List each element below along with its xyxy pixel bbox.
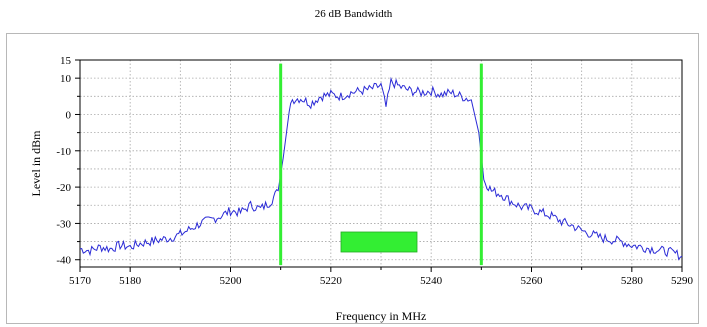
x-tick-label: 5220 — [320, 275, 343, 287]
series-layer — [79, 76, 683, 261]
y-tick-label: 0 — [66, 109, 72, 121]
y-tick-label: 15 — [60, 55, 72, 67]
y-tick-label: 10 — [60, 73, 72, 85]
y-tick-label: -40 — [56, 255, 71, 267]
x-axis-label: Frequency in MHz — [336, 309, 427, 323]
y-axis-label: Level in dBm — [29, 130, 43, 197]
y-tick-label: -30 — [56, 218, 71, 230]
x-tick-label: 5280 — [621, 275, 644, 287]
x-tick-label: 5290 — [671, 275, 694, 287]
marker-layer — [279, 63, 483, 266]
y-tick-label: -20 — [56, 182, 71, 194]
tick-layer: 5170 5180 5200 5220 5240 5260 5280 5290 15 10 0 -10… — [56, 55, 693, 287]
x-tick-label: 5260 — [521, 275, 544, 287]
chart-frame — [6, 33, 699, 324]
chart-title: 26 dB Bandwidth — [314, 8, 393, 20]
y-tick-label: -10 — [56, 146, 71, 158]
series-line — [79, 76, 683, 261]
x-tick-label: 5200 — [220, 275, 243, 287]
x-tick-label: 5240 — [420, 275, 443, 287]
x-tick-label: 5180 — [119, 275, 142, 287]
annotation-box — [340, 231, 418, 253]
x-tick-label: 5170 — [69, 275, 92, 287]
